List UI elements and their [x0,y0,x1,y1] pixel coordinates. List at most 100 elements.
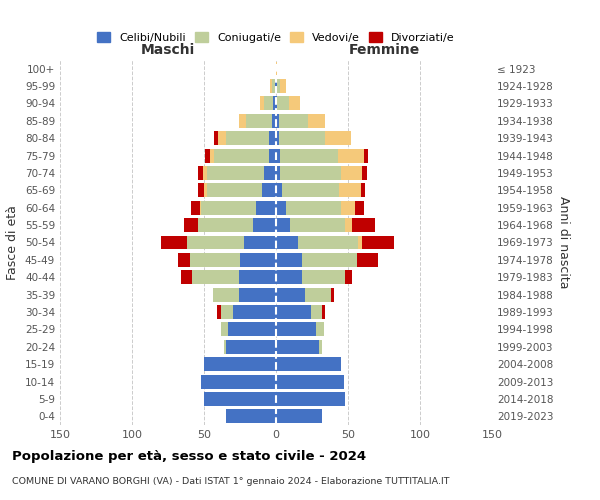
Bar [246,114,272,128]
Bar [362,236,394,250]
Bar [276,357,341,371]
Bar [198,184,204,198]
Bar [319,340,322,353]
Bar [269,132,276,145]
Bar [280,166,341,180]
Bar [322,305,325,319]
Bar [200,201,201,214]
Bar [298,236,358,250]
Bar [308,114,325,128]
Bar [190,253,240,267]
Bar [338,148,364,162]
Bar [290,218,345,232]
Bar [217,305,221,319]
Bar [279,114,308,128]
Bar [214,148,269,162]
Bar [276,253,302,267]
Bar [341,201,355,214]
Bar [279,132,325,145]
Bar [302,253,356,267]
Bar [277,79,280,93]
Bar [311,305,322,319]
Bar [240,253,276,267]
Bar [212,288,239,302]
Bar [276,236,298,250]
Bar [207,184,262,198]
Bar [341,166,362,180]
Bar [226,410,276,424]
Bar [218,132,226,145]
Bar [280,79,286,93]
Bar [276,166,280,180]
Bar [265,96,273,110]
Bar [276,62,277,76]
Bar [276,305,311,319]
Bar [286,201,341,214]
Bar [340,184,361,198]
Bar [276,184,282,198]
Bar [193,270,239,284]
Bar [276,392,345,406]
Bar [191,201,200,214]
Bar [244,236,276,250]
Bar [345,218,352,232]
Bar [362,166,367,180]
Bar [239,270,276,284]
Y-axis label: Fasce di età: Fasce di età [7,205,19,280]
Bar [289,96,301,110]
Bar [275,79,276,93]
Bar [276,114,279,128]
Y-axis label: Anni di nascita: Anni di nascita [557,196,570,289]
Bar [184,218,198,232]
Bar [221,305,233,319]
Bar [239,288,276,302]
Bar [276,96,277,110]
Bar [276,340,319,353]
Bar [345,270,352,284]
Bar [272,79,275,93]
Bar [201,201,256,214]
Bar [260,96,265,110]
Bar [276,374,344,388]
Bar [358,236,362,250]
Bar [356,253,378,267]
Bar [207,166,265,180]
Text: Maschi: Maschi [141,42,195,56]
Bar [276,218,290,232]
Bar [201,374,276,388]
Bar [277,96,289,110]
Bar [302,270,345,284]
Bar [280,148,338,162]
Bar [276,148,280,162]
Bar [316,322,323,336]
Bar [276,288,305,302]
Bar [276,270,302,284]
Bar [181,270,193,284]
Bar [276,132,279,145]
Bar [253,218,276,232]
Bar [364,148,368,162]
Bar [178,253,190,267]
Bar [361,184,365,198]
Bar [256,201,276,214]
Bar [187,236,244,250]
Bar [273,96,276,110]
Bar [205,148,210,162]
Legend: Celibi/Nubili, Coniugati/e, Vedovi/e, Divorziati/e: Celibi/Nubili, Coniugati/e, Vedovi/e, Di… [94,29,458,46]
Bar [214,132,218,145]
Text: Popolazione per età, sesso e stato civile - 2024: Popolazione per età, sesso e stato civil… [12,450,366,463]
Bar [226,132,269,145]
Bar [198,166,203,180]
Bar [282,184,340,198]
Bar [265,166,276,180]
Bar [239,114,246,128]
Bar [203,166,207,180]
Bar [262,184,276,198]
Text: Femmine: Femmine [349,42,419,56]
Bar [204,357,276,371]
Bar [276,201,286,214]
Bar [229,322,276,336]
Bar [331,288,334,302]
Bar [226,340,276,353]
Text: COMUNE DI VARANO BORGHI (VA) - Dati ISTAT 1° gennaio 2024 - Elaborazione TUTTITA: COMUNE DI VARANO BORGHI (VA) - Dati ISTA… [12,478,449,486]
